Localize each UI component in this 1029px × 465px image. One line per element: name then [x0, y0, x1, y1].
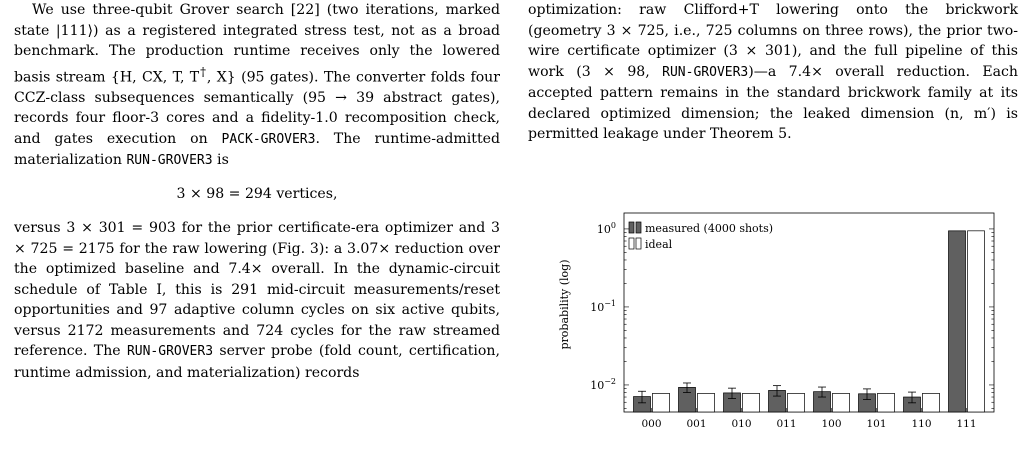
legend-label-1: ideal [645, 238, 673, 251]
bar-ideal-001 [697, 393, 715, 413]
probability-bar-chart: probability (log) 10−2 10−1 100 000 001 010 01… [558, 212, 995, 430]
code-pack-grover3: PACK-GROVER3 [221, 131, 316, 147]
bar-ideal-101 [877, 393, 895, 413]
bar-ideal-111 [967, 230, 985, 413]
probability-figure: probability (log) 10−2 10−1 100 000 001 010 01… [528, 205, 1018, 460]
bar-ideal-110 [922, 393, 940, 413]
x-tick-label-110: 110 [911, 418, 931, 430]
display-equation: 3 × 98 = 294 vertices, [176, 185, 338, 202]
y-tick-label: 10−2 [590, 377, 616, 392]
chart-legend: measured (4000 shots) ideal [628, 221, 773, 251]
bar-measured-111 [948, 230, 966, 413]
code-run-grover3-probe: RUN-GROVER3 [126, 344, 214, 360]
paragraph-comparison: versus 3 × 301 = 903 for the prior certi… [14, 220, 500, 381]
x-tick-label-100: 100 [821, 418, 841, 430]
bar-ideal-010 [742, 393, 760, 413]
legend-swatch-b-1 [635, 237, 642, 250]
bar-ideal-011 [787, 393, 805, 413]
legend-label-0: measured (4000 shots) [645, 222, 773, 235]
legend-swatch-b-0 [635, 221, 642, 234]
code-run-grover3-caption: RUN-GROVER3 [662, 64, 749, 80]
bar-ideal-000 [652, 393, 670, 413]
x-tick-label-011: 011 [776, 418, 796, 430]
code-run-grover3: RUN-GROVER3 [126, 153, 213, 169]
figure-caption-continuation: optimization: raw Clifford+T lowering on… [528, 2, 1018, 142]
chart-error-bars [638, 382, 916, 404]
bar-ideal-100 [832, 393, 850, 413]
y-tick-label: 100 [597, 221, 616, 236]
plot-frame [623, 212, 995, 413]
paragraph-grover-intro: We use three-qubit Grover search [22] (t… [14, 2, 500, 169]
right-column: optimization: raw Clifford+T lowering on… [528, 0, 1018, 145]
x-tick-label-000: 000 [641, 418, 661, 430]
x-tick-label-001: 001 [686, 418, 706, 430]
legend-swatch-a-1 [628, 237, 635, 250]
chart-bars [633, 230, 985, 413]
left-column: We use three-qubit Grover search [22] (t… [14, 0, 500, 383]
legend-swatch-a-0 [628, 221, 635, 234]
x-tick-label-101: 101 [866, 418, 886, 430]
y-axis-label: probability (log) [558, 259, 571, 349]
chart-axes: probability (log) [558, 212, 995, 413]
x-tick-label-010: 010 [731, 418, 751, 430]
chart-ticks: 10−2 10−1 100 000 001 010 011 100 101 110 111 [590, 221, 994, 430]
y-tick-label: 10−1 [590, 299, 616, 314]
x-tick-label-111: 111 [956, 418, 976, 430]
